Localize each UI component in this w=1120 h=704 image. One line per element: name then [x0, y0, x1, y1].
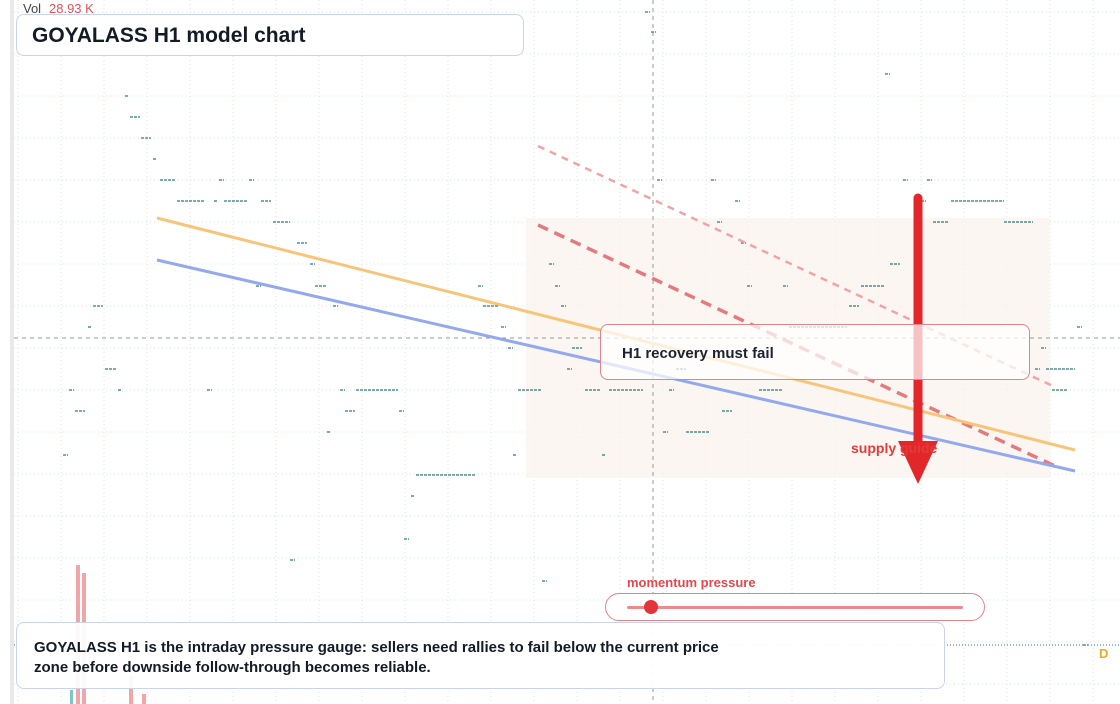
chart-title-box: GOYALASS H1 model chart — [16, 14, 524, 56]
momentum-gauge — [605, 593, 985, 621]
volume-bar — [129, 676, 133, 704]
callout-box: H1 recovery must fail — [600, 324, 1030, 380]
gauge-label: momentum pressure — [627, 575, 756, 590]
lower-dashed-trendline — [537, 223, 1056, 468]
volume-value: 28.93 K — [49, 1, 94, 16]
upper-dashed-trendline — [537, 144, 1056, 389]
chart-title: GOYALASS H1 model chart — [32, 24, 306, 47]
down-arrow-head — [898, 441, 938, 484]
note-box: GOYALASS H1 is the intraday pressure gau… — [16, 622, 945, 689]
left-scale-edge — [10, 0, 14, 704]
note-text: GOYALASS H1 is the intraday pressure gau… — [34, 639, 719, 676]
gauge-track — [627, 606, 963, 609]
gauge-knob — [643, 600, 658, 614]
callout-text: H1 recovery must fail — [622, 345, 774, 362]
volume-bar — [142, 694, 146, 704]
volume-bar — [70, 690, 73, 704]
arrow-label: supply guide — [851, 440, 938, 456]
timeframe-badge[interactable]: D — [1099, 646, 1109, 661]
volume-label: Vol — [23, 1, 42, 16]
price-ticks — [63, 11, 1088, 646]
